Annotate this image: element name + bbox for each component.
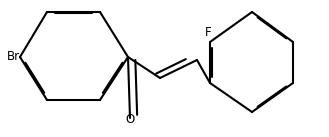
Text: Br: Br [7,51,20,64]
Text: O: O [125,112,135,125]
Text: F: F [205,26,212,39]
